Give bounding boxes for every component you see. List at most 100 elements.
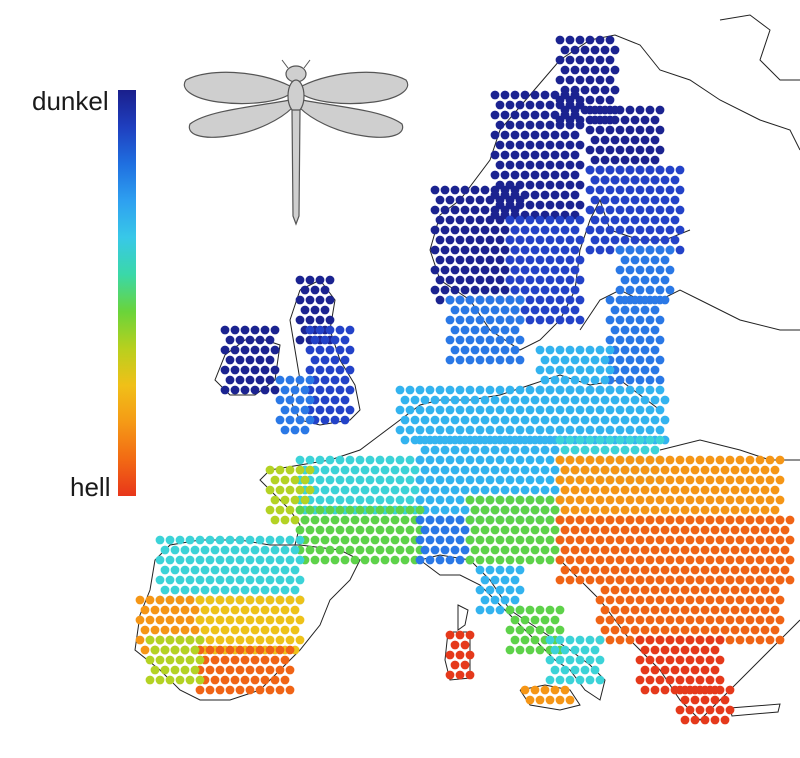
grid-dot xyxy=(555,575,565,585)
grid-dot xyxy=(660,565,670,575)
grid-dot xyxy=(500,305,510,315)
grid-dot xyxy=(610,195,620,205)
grid-dot xyxy=(680,695,690,705)
grid-dot xyxy=(405,475,415,485)
grid-dot xyxy=(225,685,235,695)
grid-dot xyxy=(575,435,585,445)
grid-dot xyxy=(435,235,445,245)
grid-dot xyxy=(585,575,595,585)
grid-dot xyxy=(645,185,655,195)
grid-dot xyxy=(775,555,785,565)
grid-dot xyxy=(505,160,515,170)
grid-dot xyxy=(625,185,635,195)
grid-dot xyxy=(490,505,500,515)
grid-dot xyxy=(490,130,500,140)
grid-dot xyxy=(640,275,650,285)
grid-dot xyxy=(605,335,615,345)
grid-dot xyxy=(525,160,535,170)
grid-dot xyxy=(480,345,490,355)
grid-dot xyxy=(655,335,665,345)
grid-dot xyxy=(690,525,700,535)
grid-dot xyxy=(565,365,575,375)
grid-dot xyxy=(675,685,685,695)
grid-dot xyxy=(345,385,355,395)
grid-dot xyxy=(655,675,665,685)
grid-dot xyxy=(620,545,630,555)
grid-dot xyxy=(570,525,580,535)
grid-dot xyxy=(435,195,445,205)
grid-dot xyxy=(300,285,310,295)
grid-dot xyxy=(155,635,165,645)
grid-dot xyxy=(515,160,525,170)
grid-dot xyxy=(495,565,505,575)
grid-dot xyxy=(585,405,595,415)
grid-dot xyxy=(515,455,525,465)
grid-dot xyxy=(625,615,635,625)
grid-dot xyxy=(565,275,575,285)
grid-dot xyxy=(555,625,565,635)
grid-dot xyxy=(585,515,595,525)
grid-dot xyxy=(185,655,195,665)
grid-dot xyxy=(490,415,500,425)
grid-dot xyxy=(585,535,595,545)
grid-dot xyxy=(155,655,165,665)
grid-dot xyxy=(545,200,555,210)
grid-dot xyxy=(150,625,160,635)
grid-dot xyxy=(340,485,350,495)
grid-dot xyxy=(510,170,520,180)
grid-dot xyxy=(640,485,650,495)
grid-dot xyxy=(500,465,510,475)
grid-dot xyxy=(665,595,675,605)
grid-dot xyxy=(440,445,450,455)
grid-dot xyxy=(495,425,505,435)
grid-dot xyxy=(280,565,290,575)
grid-dot xyxy=(635,355,645,365)
grid-dot xyxy=(590,65,600,75)
grid-dot xyxy=(615,435,625,445)
grid-dot xyxy=(195,595,205,605)
grid-dot xyxy=(685,615,695,625)
grid-dot xyxy=(545,295,555,305)
grid-dot xyxy=(595,635,605,645)
grid-dot xyxy=(275,575,285,585)
grid-dot xyxy=(430,395,440,405)
grid-dot xyxy=(230,565,240,575)
grid-dot xyxy=(750,625,760,635)
grid-dot xyxy=(440,205,450,215)
grid-dot xyxy=(510,575,520,585)
grid-dot xyxy=(575,635,585,645)
grid-dot xyxy=(625,285,635,295)
grid-dot xyxy=(555,655,565,665)
grid-dot xyxy=(525,215,535,225)
grid-dot xyxy=(755,615,765,625)
grid-dot xyxy=(280,545,290,555)
grid-dot xyxy=(415,495,425,505)
grid-dot xyxy=(500,265,510,275)
grid-dot xyxy=(565,515,575,525)
grid-dot xyxy=(605,55,615,65)
grid-dot xyxy=(475,555,485,565)
grid-dot xyxy=(710,665,720,675)
grid-dot xyxy=(600,175,610,185)
grid-dot xyxy=(610,175,620,185)
grid-dot xyxy=(280,405,290,415)
grid-dot xyxy=(655,535,665,545)
grid-dot xyxy=(735,535,745,545)
grid-dot xyxy=(405,525,415,535)
grid-dot xyxy=(665,535,675,545)
grid-dot xyxy=(165,595,175,605)
grid-dot xyxy=(570,65,580,75)
grid-dot xyxy=(515,215,525,225)
grid-dot xyxy=(545,160,555,170)
grid-dot xyxy=(785,515,795,525)
grid-dot xyxy=(555,180,565,190)
grid-dot xyxy=(525,645,535,655)
grid-dot xyxy=(315,525,325,535)
grid-dot xyxy=(450,325,460,335)
grid-dot xyxy=(650,395,660,405)
grid-dot xyxy=(565,655,575,665)
grid-dot xyxy=(500,170,510,180)
grid-dot xyxy=(285,645,295,655)
grid-dot xyxy=(570,375,580,385)
grid-dot xyxy=(545,605,555,615)
